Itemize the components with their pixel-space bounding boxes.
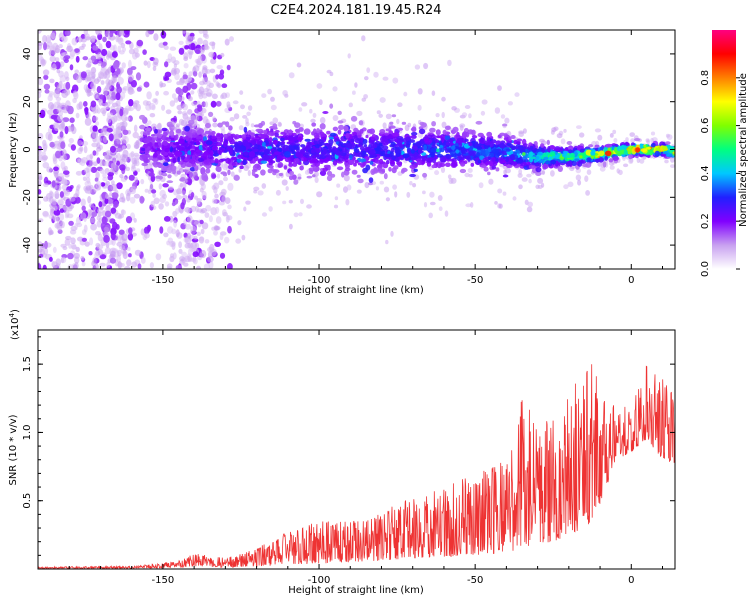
svg-text:1.0: 1.0 xyxy=(22,424,33,440)
svg-text:0: 0 xyxy=(628,275,634,286)
snr-series-line xyxy=(38,364,675,569)
colorbar-ticks: 0.0 0.2 0.4 0.6 0.8 xyxy=(700,70,740,277)
svg-text:-150: -150 xyxy=(152,275,175,286)
colorbar-label: Normalized spectral amplitude xyxy=(738,73,749,227)
spectrogram-image xyxy=(38,30,675,269)
svg-text:0.6: 0.6 xyxy=(700,118,711,134)
svg-text:-100: -100 xyxy=(308,275,331,286)
svg-text:0.5: 0.5 xyxy=(22,493,33,509)
svg-text:-40: -40 xyxy=(22,237,33,253)
snr-x-label: Height of straight line (km) xyxy=(288,585,424,596)
spectrogram-y-ticks: -40 -20 0 20 40 xyxy=(22,29,675,270)
snr-y-ticks: 0.5 1.0 1.5 xyxy=(22,336,675,570)
svg-text:-150: -150 xyxy=(152,575,175,586)
svg-text:-20: -20 xyxy=(22,189,33,205)
snr-y-label: SNR (10 * v/v) xyxy=(8,414,19,485)
svg-text:-50: -50 xyxy=(467,575,483,586)
colorbar: 0.0 0.2 0.4 0.6 0.8 Normalized spectral ampl… xyxy=(700,30,749,277)
spectrogram-panel: -150 -100 -50 0 -40 -20 0 20 40 Height of strai… xyxy=(8,29,676,296)
svg-text:20: 20 xyxy=(22,95,33,108)
snr-y-scale: (x104) xyxy=(8,309,21,340)
snr-frame xyxy=(37,329,676,570)
svg-text:0: 0 xyxy=(628,575,634,586)
spectrogram-x-label: Height of straight line (km) xyxy=(288,285,424,296)
svg-text:(x104): (x104) xyxy=(8,309,21,340)
snr-y-scale-base: (x10 xyxy=(10,317,21,340)
svg-text:-100: -100 xyxy=(308,575,331,586)
svg-text:0.0: 0.0 xyxy=(700,261,711,277)
svg-text:0.8: 0.8 xyxy=(700,70,711,86)
svg-text:1.5: 1.5 xyxy=(22,356,33,372)
svg-text:0: 0 xyxy=(22,146,33,152)
snr-x-ticks: -150 -100 -50 0 xyxy=(37,330,664,586)
spectrogram-x-ticks: -150 -100 -50 0 xyxy=(37,30,664,286)
svg-text:-50: -50 xyxy=(467,275,483,286)
svg-text:40: 40 xyxy=(22,48,33,61)
figure-title: C2E4.2024.181.19.45.R24 xyxy=(270,3,441,18)
svg-text:0.4: 0.4 xyxy=(700,165,711,181)
spectrogram-y-label: Frequency (Hz) xyxy=(8,112,19,188)
snr-panel: -150 -100 -50 0 0.5 1.0 1.5 Height of straigh… xyxy=(8,309,676,596)
svg-text:0.2: 0.2 xyxy=(700,213,711,229)
colorbar-gradient xyxy=(712,30,736,269)
snr-y-scale-exp: 4 xyxy=(8,312,16,317)
